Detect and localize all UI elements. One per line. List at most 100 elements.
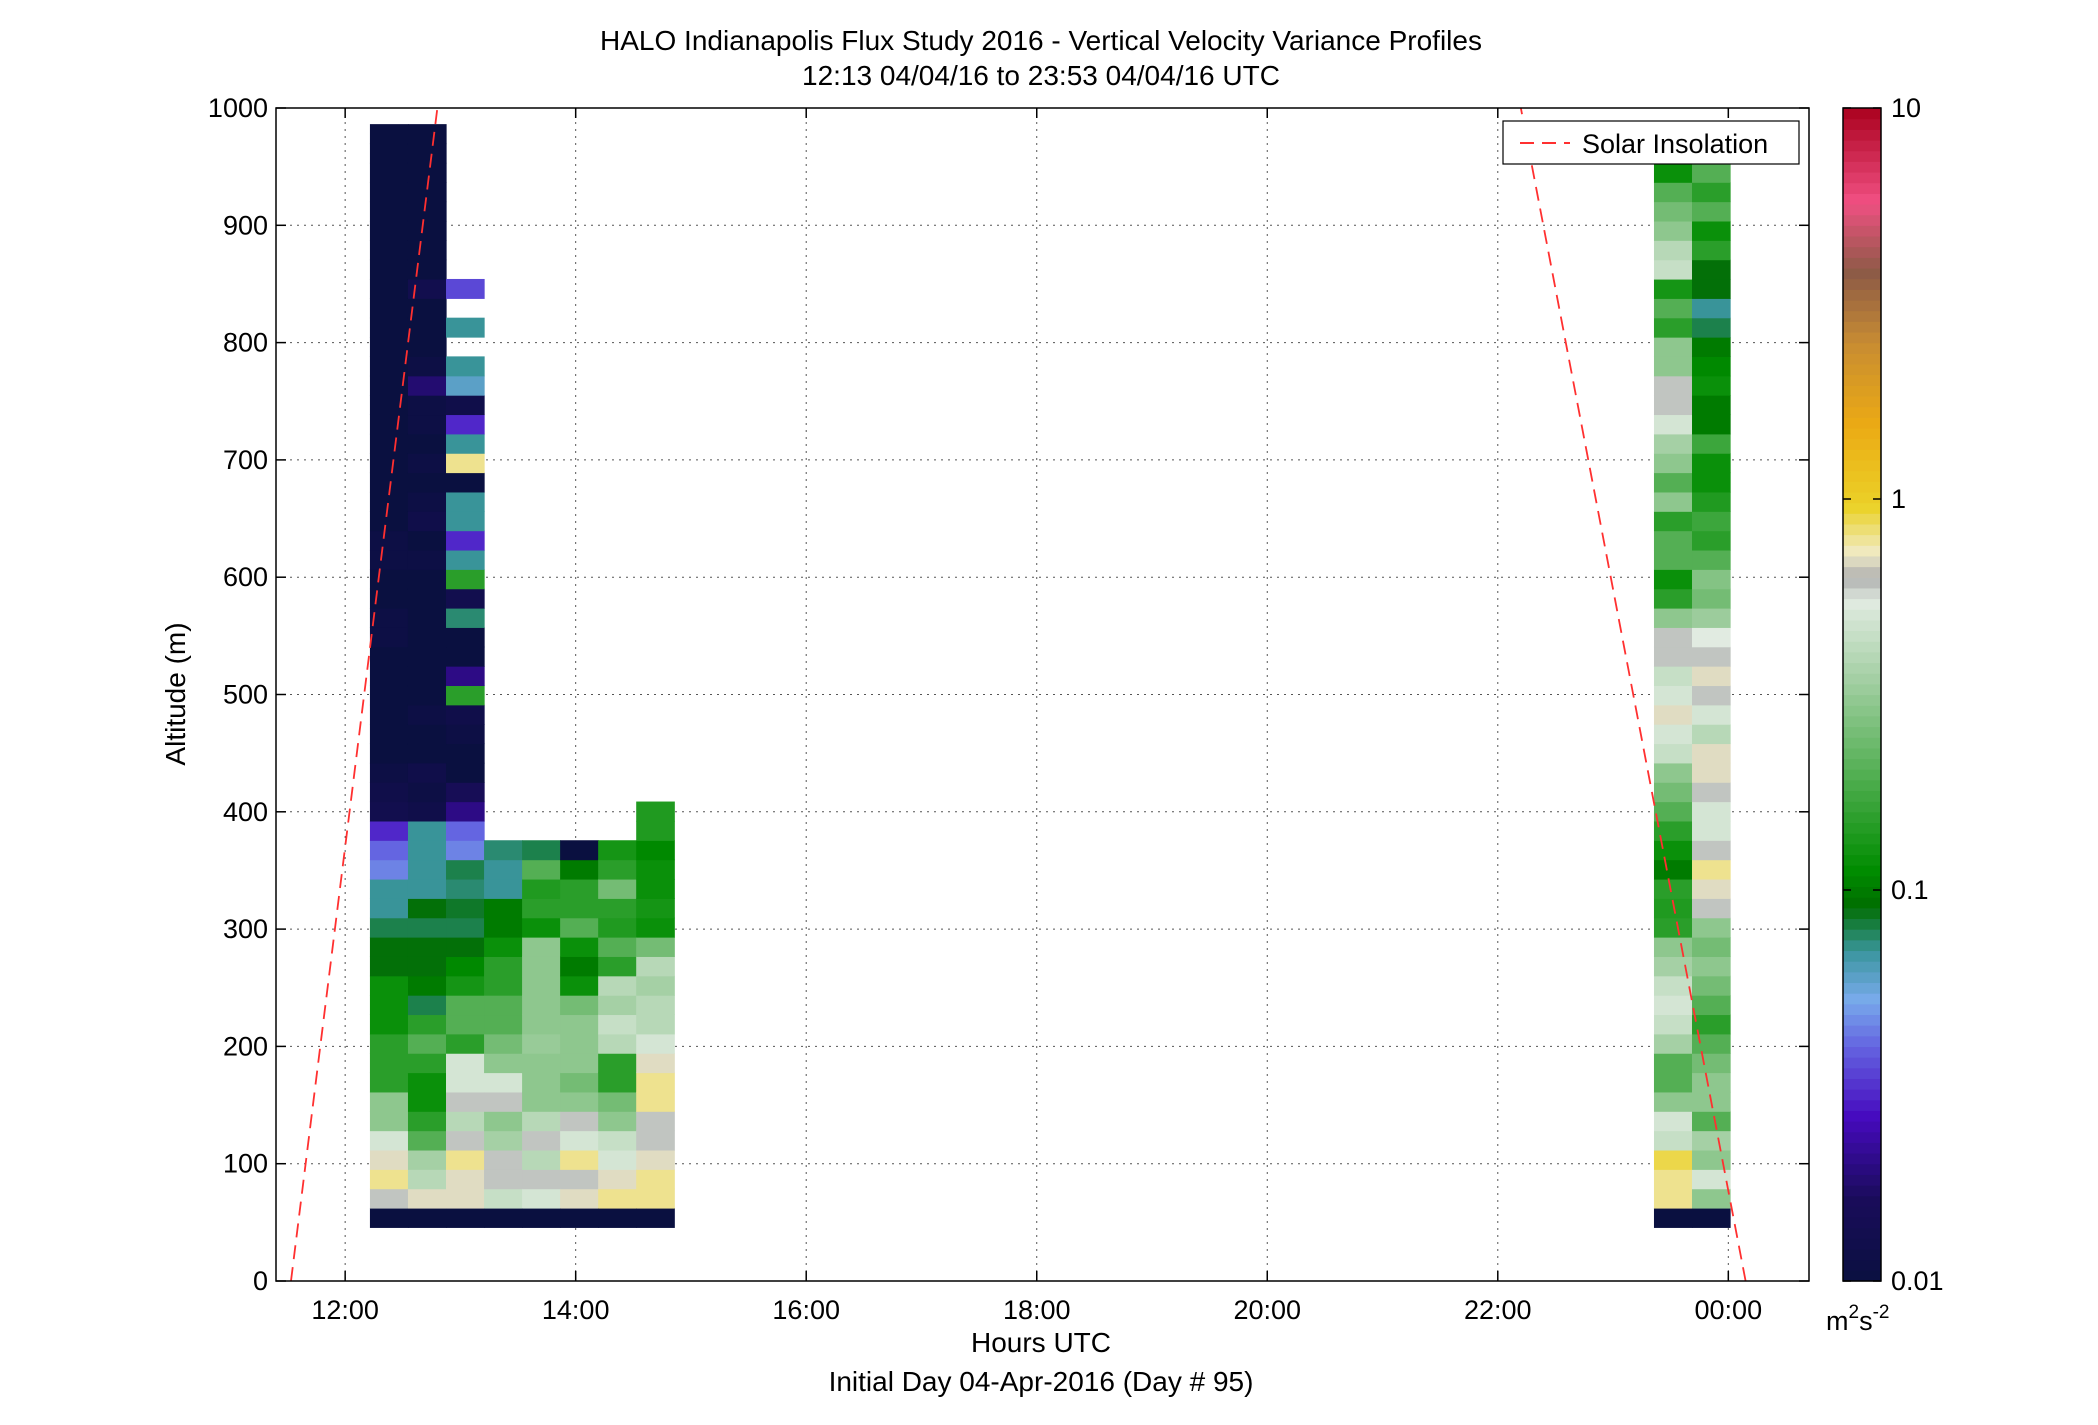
heatmap-cell — [1692, 472, 1731, 493]
heatmap-cell — [1692, 627, 1731, 648]
heatmap-cell — [446, 627, 485, 648]
heatmap-cell — [446, 530, 485, 551]
heatmap-cell — [560, 1169, 599, 1190]
colorbar-segment — [1843, 1121, 1881, 1133]
heatmap-cell — [407, 1169, 447, 1190]
heatmap-cell — [446, 704, 485, 725]
colorbar-units: m2s-2 — [1826, 1302, 1889, 1336]
colorbar-segment — [1843, 758, 1881, 770]
heatmap-cell — [1653, 859, 1693, 880]
y-tick-label: 300 — [223, 914, 268, 944]
heatmap-cell — [484, 1014, 523, 1035]
heatmap-cell — [1653, 1033, 1693, 1054]
heatmap-cell — [1692, 975, 1731, 996]
x-tick-label: 12:00 — [311, 1295, 379, 1325]
y-tick-label: 0 — [253, 1266, 268, 1296]
colorbar-segment — [1843, 225, 1881, 237]
heatmap-cell — [407, 762, 447, 783]
x-tick-label: 14:00 — [542, 1295, 610, 1325]
heatmap-cell — [1653, 801, 1693, 822]
x-tick-label: 16:00 — [772, 1295, 840, 1325]
heatmap-cell — [1653, 956, 1693, 977]
heatmap-cell — [1653, 317, 1693, 338]
y-tick-label: 600 — [223, 562, 268, 592]
colorbar-segment — [1843, 694, 1881, 706]
heatmap-cell — [636, 840, 675, 861]
heatmap-cell — [407, 240, 447, 261]
heatmap-cell — [522, 956, 561, 977]
heatmap-cell — [1692, 182, 1731, 203]
colorbar-segment — [1843, 737, 1881, 749]
heatmap-cell — [1653, 240, 1693, 261]
colorbar-frame — [1842, 107, 1882, 1282]
heatmap-cell — [1653, 278, 1693, 299]
heatmap-cell — [407, 162, 447, 183]
heatmap-cell — [369, 1033, 409, 1054]
heatmap-cell — [407, 704, 447, 725]
colorbar-segment — [1843, 577, 1881, 589]
heatmap-cell — [522, 840, 561, 861]
y-tick-label: 800 — [223, 328, 268, 358]
heatmap-cell — [1653, 1014, 1693, 1035]
heatmap-cell — [369, 1188, 409, 1209]
heatmap-cell — [369, 685, 409, 706]
heatmap-cell — [1692, 1130, 1731, 1151]
heatmap-cell — [1653, 743, 1693, 764]
heatmap-cell — [560, 898, 599, 919]
heatmap-cell — [522, 859, 561, 880]
heatmap-cell — [1653, 356, 1693, 377]
heatmap-cell — [407, 201, 447, 222]
heatmap-cell — [560, 975, 599, 996]
heatmap-cell — [407, 607, 447, 628]
heatmap-cell — [369, 511, 409, 532]
heatmap-cell — [369, 375, 409, 396]
colorbar-segment — [1843, 683, 1881, 696]
heatmap-cell — [407, 472, 447, 493]
heatmap-cell — [407, 182, 447, 203]
heatmap-cell — [1692, 549, 1731, 570]
heatmap-cell — [1692, 395, 1731, 416]
heatmap-cell — [1692, 356, 1731, 377]
heatmap-cell — [446, 278, 485, 299]
colorbar-segment — [1843, 545, 1881, 557]
solar-insolation-lines — [290, 107, 1747, 1282]
heatmap-cell — [446, 1207, 485, 1228]
heatmap-cell — [446, 395, 485, 416]
colorbar-segment — [1843, 523, 1881, 536]
colorbar-segment — [1843, 353, 1881, 365]
heatmap-cell — [369, 588, 409, 609]
heatmap-cell — [560, 1207, 599, 1228]
heatmap-cell — [484, 1072, 523, 1093]
heatmap-cell — [1653, 453, 1693, 474]
colorbar-segment — [1843, 1227, 1881, 1239]
y-tick-label: 900 — [223, 210, 268, 240]
heatmap-cell — [598, 1188, 637, 1209]
colorbar-segment — [1843, 843, 1881, 856]
heatmap-cell — [446, 1149, 485, 1170]
colorbar-segment — [1843, 363, 1881, 376]
heatmap-cell — [1653, 588, 1693, 609]
heatmap-cell — [369, 607, 409, 628]
heatmap-cell — [446, 956, 485, 977]
heatmap-cell — [636, 995, 675, 1016]
heatmap-cell — [1692, 685, 1731, 706]
heatmap-cell — [560, 917, 599, 938]
heatmap-cell — [598, 1014, 637, 1035]
heatmap-cell — [446, 375, 485, 396]
heatmap-cell — [1692, 859, 1731, 880]
y-tick-label: 1000 — [208, 93, 268, 123]
colorbar-segment — [1843, 811, 1881, 824]
heatmap-cell — [369, 220, 409, 241]
colorbar-segment — [1843, 1142, 1881, 1154]
heatmap-cell — [1692, 220, 1731, 241]
chart-title: HALO Indianapolis Flux Study 2016 - Vert… — [600, 25, 1482, 56]
heatmap-cell — [446, 1130, 485, 1151]
heatmap-cell — [407, 1188, 447, 1209]
heatmap-cell — [1653, 666, 1693, 687]
heatmap-cell — [522, 878, 561, 899]
heatmap-cell — [446, 511, 485, 532]
colorbar-segment — [1843, 289, 1881, 301]
heatmap-cell — [1653, 782, 1693, 803]
heatmap-cell — [446, 549, 485, 570]
heatmap-cell — [1653, 1053, 1693, 1074]
